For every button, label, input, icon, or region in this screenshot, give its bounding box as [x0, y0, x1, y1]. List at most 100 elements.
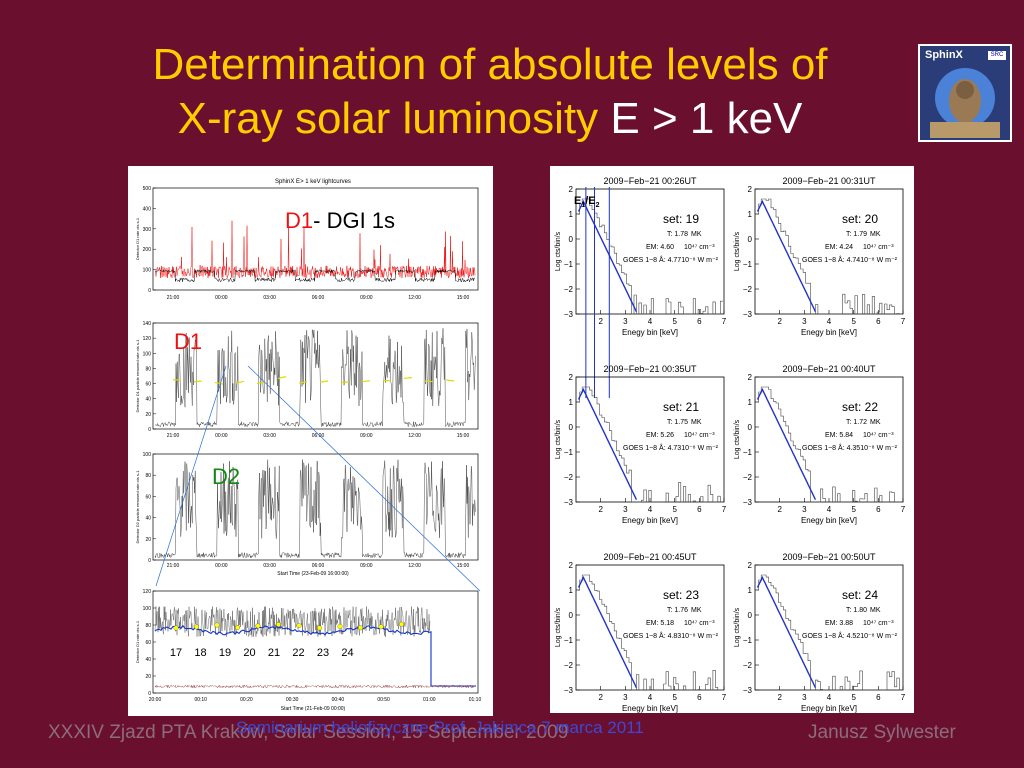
x-tick-label: 00:00 [215, 433, 228, 439]
y-tick-label: 40 [145, 516, 151, 522]
zoom-set-marker [399, 621, 404, 627]
x-tick-label: 5 [851, 693, 856, 702]
em-unit: 10⁴⁷ cm⁻³ [684, 244, 715, 251]
x-tick-label: 09:00 [360, 295, 373, 301]
zoom-set-marker [235, 625, 240, 630]
x-tick-label: 03:00 [263, 295, 276, 301]
set-number-label: 21 [268, 647, 280, 659]
set-label: set: 19 [663, 212, 699, 226]
y-tick-label: −1 [564, 448, 574, 457]
spectra-panel: 2009−Feb−21 00:26UT 2 3 4 5 6 7 −3 −2 −1 0 1 2 Enegy … [550, 166, 914, 713]
y-tick-label: −1 [743, 448, 753, 457]
x-tick-label: 5 [851, 505, 856, 514]
y-tick-label: 0 [748, 611, 753, 620]
x-tick-label: 15:00 [457, 433, 470, 439]
d2-rate-trace [154, 459, 476, 559]
x-tick-label: 7 [722, 693, 727, 702]
y-tick-label: 200 [143, 247, 152, 253]
x-tick-label: 6 [697, 693, 702, 702]
zoom-set-marker [378, 624, 384, 630]
y-tick-label: 2 [569, 561, 574, 570]
x-tick-label: 4 [648, 317, 653, 326]
zoom-line-right [247, 365, 481, 592]
spectrum-panel-1: 2009−Feb−21 00:26UT 2 3 4 5 6 7 −3 −2 −1 0 1 2 Enegy … [555, 176, 727, 398]
x-tick-label: 7 [901, 693, 906, 702]
x-tick-label: 01:00 [423, 697, 436, 703]
spectrum-time: 2009−Feb−21 00:31UT [782, 176, 876, 186]
emission-measure: EM: 5.26 [646, 432, 674, 439]
x-tick-label: 5 [851, 317, 856, 326]
set-number-label: 18 [194, 647, 206, 659]
temperature: T: 1.76 [667, 607, 688, 614]
spectrum-frame [754, 376, 904, 503]
yellow-mean-trace [172, 376, 455, 385]
plot-frame [152, 453, 479, 561]
y-tick-label: 100 [143, 268, 152, 274]
y-tick-label: 2 [569, 373, 574, 382]
y-tick-label: 100 [143, 452, 152, 458]
plot-frame [152, 187, 479, 291]
goes-flux: GOES 1−8 Å: 4.7410⁻⁸ W m⁻² [802, 255, 898, 264]
y-axis-label: Log cts/bin/s [734, 231, 741, 271]
x-tick-label: 2 [598, 693, 603, 702]
spectrum-panel-2: 2009−Feb−21 00:31UT 2 3 4 5 6 7 −3 −2 −1 0 1 2 Enegy … [734, 176, 906, 337]
x-axis-label: Enegy bin [keV] [801, 704, 857, 713]
x-tick-label: 12:00 [408, 563, 421, 569]
y-tick-label: 140 [143, 321, 152, 327]
spectrum-fit-curve [577, 387, 638, 500]
y-tick-label: 40 [145, 657, 151, 663]
x-tick-label: 12:00 [408, 433, 421, 439]
emission-measure: EM: 5.18 [646, 620, 674, 627]
x-tick-label: 01:10 [469, 697, 482, 703]
zoom-background-trace [154, 684, 476, 689]
zoom-set-marker [276, 622, 281, 627]
y-tick-label: 1 [569, 398, 574, 407]
y-tick-label: 60 [145, 640, 151, 646]
x-tick-label: 6 [697, 317, 702, 326]
title-line-1: Determination of absolute levels of [152, 40, 828, 89]
zoom-set-marker [317, 625, 322, 631]
x-axis-label: Enegy bin [keV] [622, 328, 678, 337]
temperature: T: 1.75 [667, 419, 688, 426]
em-unit: 10⁴⁷ cm⁻³ [684, 432, 715, 439]
em-unit: 10⁴⁷ cm⁻³ [863, 432, 894, 439]
e1-symbol: E [574, 195, 581, 207]
temperature: T: 1.80 [846, 607, 867, 614]
y-tick-label: −1 [564, 260, 574, 269]
spectrum-histogram [756, 386, 902, 503]
set-number-label: 19 [219, 647, 231, 659]
spectrum-frame [754, 188, 904, 315]
logo-badge: SRC [988, 51, 1006, 60]
spectrum-histogram [756, 574, 902, 691]
spectrum-time: 2009−Feb−21 00:26UT [603, 176, 697, 186]
spectrum-fit-curve [577, 199, 638, 312]
energy-threshold: E > 1 keV [610, 94, 803, 143]
y-axis-label: Detector D1 rate cts s-1 [135, 620, 140, 663]
y-tick-label: 0 [748, 423, 753, 432]
y-tick-label: 2 [748, 373, 753, 382]
x-tick-label: 6 [697, 505, 702, 514]
title-line-2-text: X-ray solar luminosity [177, 94, 599, 143]
sphinx-icon [930, 68, 1000, 138]
y-tick-label: 60 [145, 382, 151, 388]
zoom-set-marker [337, 623, 343, 629]
spectrum-fit-curve [756, 387, 817, 500]
sphinx-logo: SphinX SRC [918, 44, 1012, 142]
y-tick-label: 100 [143, 606, 152, 612]
y-tick-label: 20 [145, 537, 151, 543]
goes-flux: GOES 1−8 Å: 4.8310⁻⁸ W m⁻² [623, 631, 719, 640]
temperature-unit: MK [870, 231, 881, 238]
x-tick-label: 06:00 [312, 295, 325, 301]
energy-marker-label: E1/E2 [574, 195, 600, 209]
emission-measure: EM: 5.84 [825, 432, 853, 439]
y-axis-label: Log cts/bin/s [555, 231, 562, 271]
emission-measure: EM: 3.88 [825, 620, 853, 627]
em-unit: 10⁴⁷ cm⁻³ [863, 620, 894, 627]
e2-subscript: 2 [596, 202, 600, 209]
x-tick-label: 21:00 [167, 563, 180, 569]
x-tick-label: 2 [777, 317, 782, 326]
spectrum-time: 2009−Feb−21 00:45UT [603, 552, 697, 562]
x-tick-label: 12:00 [408, 295, 421, 301]
y-tick-label: −3 [564, 686, 574, 695]
